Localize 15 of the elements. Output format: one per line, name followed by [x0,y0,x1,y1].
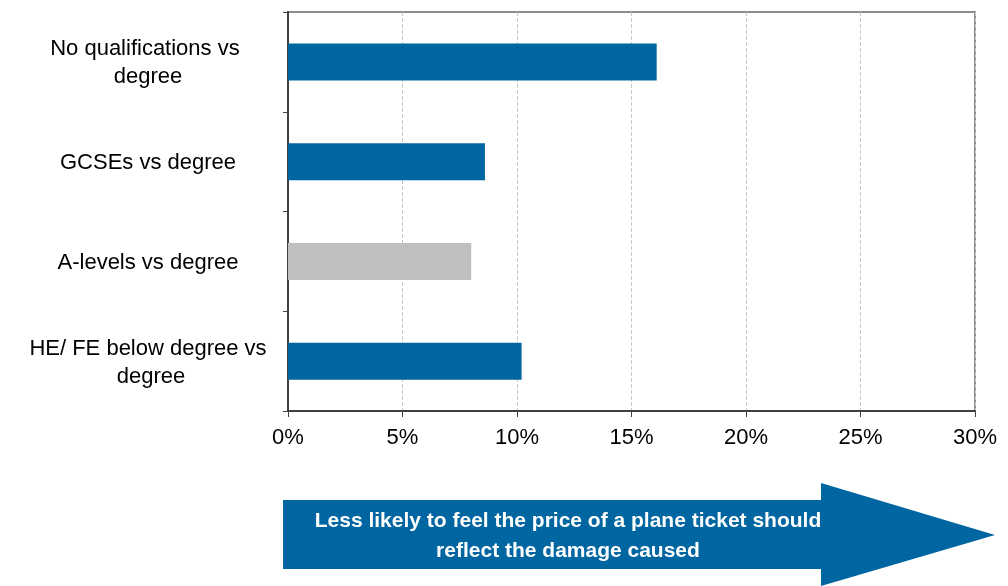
x-tick-label: 5% [386,423,419,449]
x-tick-label: 10% [494,423,540,449]
x-tick-label: 15% [609,423,654,449]
y-tick-label: No qualifications vs degree [50,35,246,89]
y-tick-label: GCSEs vs degree [59,149,237,175]
x-tick-label: 20% [723,423,769,449]
y-tick-label: A-levels vs degree [57,248,239,274]
x-tick-label: 25% [838,423,883,449]
bar [288,143,485,181]
x-tick-label: 0% [272,423,304,449]
x-tick-label: 30% [952,423,998,449]
text: Less likely to feel the price of a plane ticket should reflect the damage caused [313,507,823,563]
y-tick-label: HE/ FE below degree vs degree [29,334,267,388]
bar [288,43,657,81]
bar [288,342,522,380]
